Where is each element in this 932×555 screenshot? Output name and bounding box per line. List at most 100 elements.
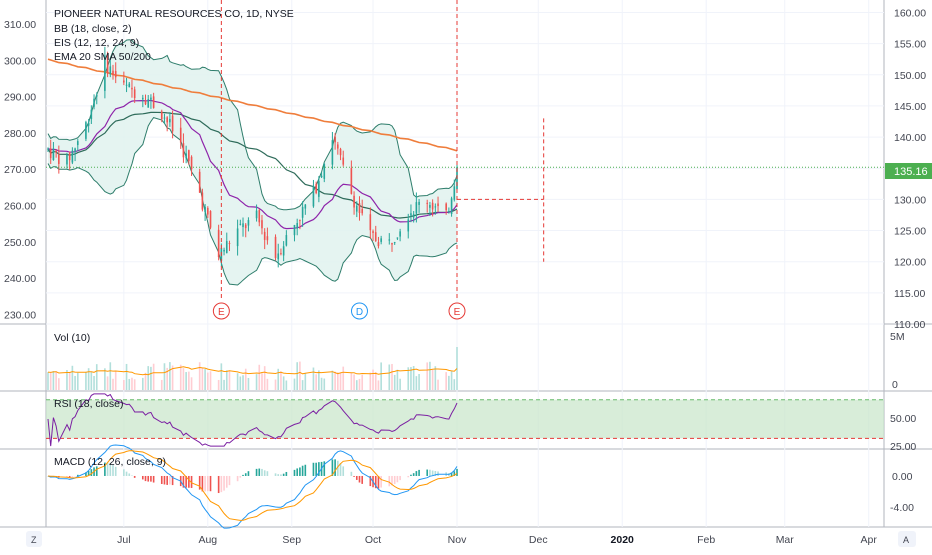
volume-bar <box>261 373 263 390</box>
time-tick-label: Aug <box>198 534 217 546</box>
bb-legend: BB (18, close, 2) <box>54 23 132 35</box>
candle-body <box>106 54 109 74</box>
event-marker-label: E <box>454 307 461 318</box>
macd-histogram-bar <box>106 462 109 476</box>
macd-histogram-bar <box>450 472 453 476</box>
macd-histogram-bar <box>431 470 434 476</box>
candle-body <box>412 214 415 218</box>
macd-histogram-bar <box>299 467 301 476</box>
rsi-title: RSI (18, close) <box>54 398 123 410</box>
candle-body <box>236 228 239 247</box>
macd-histogram-bar <box>337 460 339 476</box>
candle-body <box>448 211 450 213</box>
candle-body <box>263 231 266 240</box>
macd-histogram-bar <box>128 473 131 476</box>
volume-bar <box>201 367 204 390</box>
macd-histogram-bar <box>350 471 353 476</box>
candle-body <box>141 97 144 100</box>
macd-histogram-bar <box>353 475 355 477</box>
left-tick-label: 230.00 <box>4 309 36 321</box>
candle-body <box>47 148 49 150</box>
volume-tick-top: 5M <box>890 331 905 343</box>
macd-tick-neg4: -4.00 <box>890 502 914 514</box>
auto-scale-button[interactable]: A <box>898 531 916 547</box>
candle-body <box>185 153 187 159</box>
event-marker <box>448 302 466 320</box>
macd-histogram-bar <box>434 470 437 476</box>
candle-body <box>358 203 361 213</box>
volume-bar <box>448 375 450 390</box>
macd-histogram-bar <box>312 462 315 476</box>
candle-body <box>280 253 282 255</box>
volume-bar <box>437 379 439 390</box>
time-tick-label: Sep <box>282 534 301 546</box>
candle-body <box>374 232 377 242</box>
macd-histogram-bar <box>318 462 320 476</box>
zoom-button-left[interactable]: Z <box>26 531 42 547</box>
macd-histogram-bar <box>185 475 187 488</box>
event-marker-label: E <box>218 307 225 318</box>
macd-histogram-bar <box>410 474 412 476</box>
volume-bar <box>66 370 68 390</box>
candle-body <box>217 229 220 258</box>
candle-body <box>223 249 225 252</box>
volume-bar <box>144 372 147 390</box>
macd-histogram-bar <box>201 475 204 492</box>
macd-histogram-bar <box>87 470 90 476</box>
macd-histogram-bar <box>244 473 247 476</box>
time-tick-label: Jul <box>117 534 130 546</box>
macd-histogram-bar <box>228 475 231 486</box>
candle-body <box>179 127 182 143</box>
volume-bar <box>339 372 342 390</box>
volume-bar <box>90 372 93 390</box>
volume-bar <box>301 380 304 390</box>
macd-histogram-bar <box>104 462 106 476</box>
macd-title: MACD (12, 26, close, 9) <box>54 456 166 468</box>
volume-bar <box>320 377 323 390</box>
rsi-tick-25: 25.00 <box>890 441 916 453</box>
volume-bar <box>169 362 171 390</box>
volume-bar <box>296 362 299 390</box>
candle-body <box>104 55 106 91</box>
volume-bar <box>55 371 57 390</box>
volume-bar <box>204 369 206 390</box>
macd-histogram-bar <box>377 475 380 489</box>
macd-histogram-bar <box>163 475 166 485</box>
macd-histogram-bar <box>112 464 114 476</box>
macd-histogram-bar <box>255 468 258 476</box>
candle-body <box>255 210 258 219</box>
volume-bar <box>52 371 55 390</box>
volume-bar <box>312 367 315 390</box>
zoom-left-label: Z <box>31 535 37 545</box>
volume-bar <box>109 362 112 390</box>
volume-bar <box>171 365 174 390</box>
macd-histogram-bar <box>315 462 317 476</box>
volume-bar <box>125 363 128 390</box>
macd-histogram-bar <box>76 474 79 476</box>
candle-body <box>377 242 380 247</box>
volume-bar <box>445 372 447 390</box>
macd-histogram-bar <box>261 468 263 476</box>
volume-bar <box>49 372 52 390</box>
macd-histogram-bar <box>220 475 223 493</box>
event-marker-label: D <box>356 307 363 318</box>
time-tick-label: Mar <box>776 534 795 546</box>
macd-histogram-bar <box>198 475 201 490</box>
macd-histogram-bar <box>114 466 117 476</box>
candle-body <box>123 80 125 83</box>
macd-histogram-bar <box>304 464 307 476</box>
macd-histogram-bar <box>407 475 410 478</box>
volume-bar <box>133 379 136 390</box>
candle-body <box>90 109 93 120</box>
volume-bar <box>131 377 133 390</box>
candle-body <box>204 207 206 212</box>
candle-body <box>296 223 299 229</box>
candle-body <box>95 94 98 97</box>
volume-bar <box>407 367 410 390</box>
volume-bar <box>323 378 326 390</box>
candle-body <box>131 87 133 90</box>
candle-body <box>437 203 439 207</box>
volume-bar <box>434 366 437 390</box>
